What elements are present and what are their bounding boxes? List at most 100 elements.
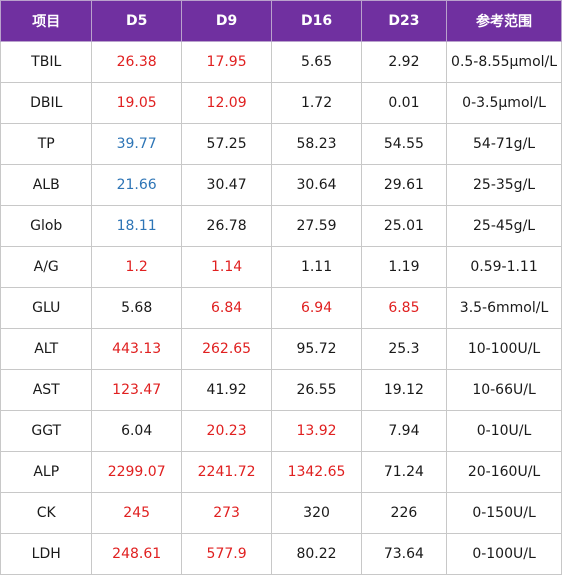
cell-item: LDH — [0, 533, 93, 575]
header-d9: D9 — [180, 0, 273, 42]
cell-d9: 20.23 — [180, 410, 273, 452]
cell-d9: 6.84 — [180, 287, 273, 329]
cell-reference-range: 20-160U/L — [446, 451, 562, 493]
cell-d5: 1.2 — [91, 246, 182, 288]
cell-d9: 577.9 — [180, 533, 273, 575]
table-row: GGT 6.04 20.23 13.92 7.94 0-10U/L — [0, 410, 562, 452]
cell-d9: 273 — [180, 492, 273, 534]
table-row: AST 123.47 41.92 26.55 19.12 10-66U/L — [0, 369, 562, 411]
cell-d23: 73.64 — [360, 533, 448, 575]
table-row: TBIL 26.38 17.95 5.65 2.92 0.5-8.55μmol/L — [0, 41, 562, 83]
cell-reference-range: 25-35g/L — [446, 164, 562, 206]
cell-item: A/G — [0, 246, 93, 288]
cell-item: DBIL — [0, 82, 93, 124]
cell-d5: 26.38 — [91, 41, 182, 83]
cell-d5: 123.47 — [91, 369, 182, 411]
table-header: 项目 D5 D9 D16 D23 参考范围 — [0, 0, 562, 42]
cell-d23: 2.92 — [360, 41, 448, 83]
cell-d16: 58.23 — [271, 123, 362, 165]
cell-d5: 39.77 — [91, 123, 182, 165]
header-d23: D23 — [360, 0, 448, 42]
cell-item: CK — [0, 492, 93, 534]
cell-d5: 18.11 — [91, 205, 182, 247]
cell-d9: 41.92 — [180, 369, 273, 411]
cell-d5: 248.61 — [91, 533, 182, 575]
cell-d5: 245 — [91, 492, 182, 534]
cell-d9: 26.78 — [180, 205, 273, 247]
table-row: DBIL 19.05 12.09 1.72 0.01 0-3.5μmol/L — [0, 82, 562, 124]
cell-d16: 1.11 — [271, 246, 362, 288]
cell-d16: 26.55 — [271, 369, 362, 411]
cell-d23: 54.55 — [360, 123, 448, 165]
cell-d5: 5.68 — [91, 287, 182, 329]
cell-d23: 1.19 — [360, 246, 448, 288]
cell-d16: 30.64 — [271, 164, 362, 206]
header-reference-range: 参考范围 — [446, 0, 562, 42]
cell-d23: 25.01 — [360, 205, 448, 247]
cell-d23: 0.01 — [360, 82, 448, 124]
cell-d16: 6.94 — [271, 287, 362, 329]
cell-d23: 7.94 — [360, 410, 448, 452]
cell-d23: 226 — [360, 492, 448, 534]
cell-d5: 19.05 — [91, 82, 182, 124]
cell-d9: 12.09 — [180, 82, 273, 124]
cell-d9: 2241.72 — [180, 451, 273, 493]
cell-d9: 57.25 — [180, 123, 273, 165]
cell-d9: 262.65 — [180, 328, 273, 370]
cell-item: Glob — [0, 205, 93, 247]
table-row: CK 245 273 320 226 0-150U/L — [0, 492, 562, 534]
cell-reference-range: 3.5-6mmol/L — [446, 287, 562, 329]
cell-item: AST — [0, 369, 93, 411]
table-row: Glob 18.11 26.78 27.59 25.01 25-45g/L — [0, 205, 562, 247]
cell-reference-range: 25-45g/L — [446, 205, 562, 247]
cell-item: ALB — [0, 164, 93, 206]
cell-d16: 320 — [271, 492, 362, 534]
cell-d23: 19.12 — [360, 369, 448, 411]
cell-d9: 17.95 — [180, 41, 273, 83]
cell-d5: 2299.07 — [91, 451, 182, 493]
cell-d9: 30.47 — [180, 164, 273, 206]
header-d5: D5 — [91, 0, 182, 42]
header-item: 项目 — [0, 0, 93, 42]
cell-item: GLU — [0, 287, 93, 329]
header-row: 项目 D5 D9 D16 D23 参考范围 — [0, 0, 562, 42]
cell-d5: 21.66 — [91, 164, 182, 206]
table-row: TP 39.77 57.25 58.23 54.55 54-71g/L — [0, 123, 562, 165]
cell-reference-range: 54-71g/L — [446, 123, 562, 165]
cell-d9: 1.14 — [180, 246, 273, 288]
cell-item: TP — [0, 123, 93, 165]
cell-d23: 6.85 — [360, 287, 448, 329]
cell-d16: 27.59 — [271, 205, 362, 247]
table-row: A/G 1.2 1.14 1.11 1.19 0.59-1.11 — [0, 246, 562, 288]
cell-item: GGT — [0, 410, 93, 452]
cell-reference-range: 10-100U/L — [446, 328, 562, 370]
cell-d16: 5.65 — [271, 41, 362, 83]
cell-reference-range: 0.59-1.11 — [446, 246, 562, 288]
table-row: GLU 5.68 6.84 6.94 6.85 3.5-6mmol/L — [0, 287, 562, 329]
cell-reference-range: 0-100U/L — [446, 533, 562, 575]
cell-d16: 1.72 — [271, 82, 362, 124]
cell-d5: 6.04 — [91, 410, 182, 452]
header-d16: D16 — [271, 0, 362, 42]
table-row: LDH 248.61 577.9 80.22 73.64 0-100U/L — [0, 533, 562, 575]
cell-reference-range: 0-150U/L — [446, 492, 562, 534]
cell-d16: 13.92 — [271, 410, 362, 452]
table-row: ALT 443.13 262.65 95.72 25.3 10-100U/L — [0, 328, 562, 370]
cell-reference-range: 10-66U/L — [446, 369, 562, 411]
table-row: ALP 2299.07 2241.72 1342.65 71.24 20-160U/L — [0, 451, 562, 493]
cell-d16: 95.72 — [271, 328, 362, 370]
cell-d5: 443.13 — [91, 328, 182, 370]
cell-d23: 29.61 — [360, 164, 448, 206]
cell-reference-range: 0-3.5μmol/L — [446, 82, 562, 124]
cell-item: ALT — [0, 328, 93, 370]
cell-d16: 80.22 — [271, 533, 362, 575]
cell-d16: 1342.65 — [271, 451, 362, 493]
table-body: TBIL 26.38 17.95 5.65 2.92 0.5-8.55μmol/L DBIL… — [0, 41, 562, 575]
cell-d23: 25.3 — [360, 328, 448, 370]
cell-d23: 71.24 — [360, 451, 448, 493]
cell-reference-range: 0.5-8.55μmol/L — [446, 41, 562, 83]
cell-reference-range: 0-10U/L — [446, 410, 562, 452]
cell-item: TBIL — [0, 41, 93, 83]
cell-item: ALP — [0, 451, 93, 493]
